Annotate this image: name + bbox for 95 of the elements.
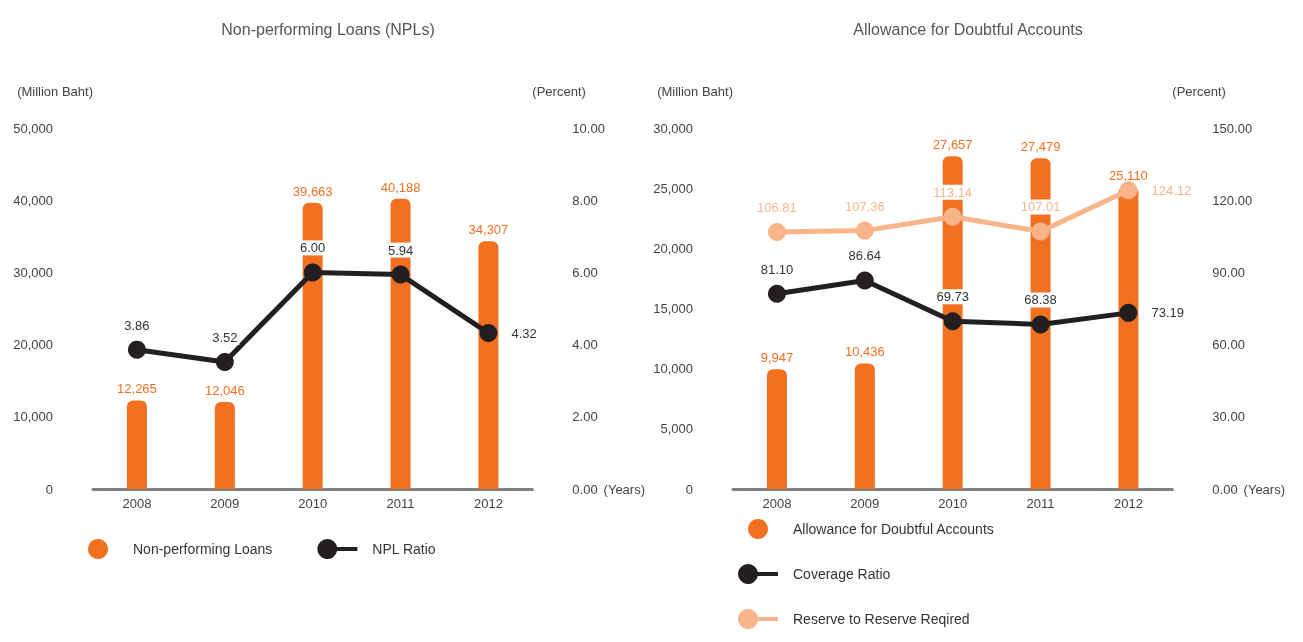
data-label: 3.86 (124, 317, 150, 333)
y2-tick-label: 10.00 (572, 120, 605, 136)
y2-tick-label: 30.00 (1212, 409, 1245, 425)
point (855, 271, 874, 290)
x-tick-label: 2009 (210, 496, 240, 511)
x-axis-title: (Years) (603, 481, 646, 497)
point (767, 284, 786, 303)
chart-title: Non-performing Loans (NPLs) (221, 20, 435, 38)
y-tick-label: 30,000 (13, 264, 53, 280)
data-label: 107.36 (844, 198, 885, 214)
data-label: 124.12 (1151, 182, 1192, 198)
bar (478, 241, 499, 489)
bar (766, 369, 787, 489)
bar (126, 400, 147, 489)
x-tick-label: 2008 (762, 496, 792, 511)
y-axis-title: (Million Baht) (657, 84, 733, 99)
y2-tick-label: 2.00 (572, 409, 598, 425)
data-label: 68.38 (1024, 292, 1057, 308)
data-label: 5.94 (387, 242, 414, 258)
x-tick-label: 2010 (298, 496, 328, 511)
data-label: 81.10 (760, 261, 794, 277)
data-label: 4.32 (511, 325, 537, 341)
y-tick-label: 20,000 (653, 240, 693, 256)
x-tick-label: 2012 (473, 496, 503, 511)
y-tick-label: 5,000 (660, 421, 693, 437)
point (767, 222, 786, 241)
y-tick-label: 15,000 (653, 301, 693, 316)
data-label: 3.52 (212, 329, 238, 345)
point (943, 207, 962, 226)
data-label: 9,947 (760, 350, 794, 366)
y2-tick-label: 0.00 (1212, 481, 1238, 497)
point (1031, 222, 1050, 241)
point (127, 340, 146, 359)
y-tick-label: 20,000 (13, 337, 53, 353)
x-tick-label: 2008 (122, 496, 152, 511)
chart-title: Allowance for Doubtful Accounts (853, 20, 1083, 38)
data-label: 27,479 (1020, 139, 1061, 155)
point (1031, 315, 1050, 334)
legend-label: Coverage Ratio (793, 566, 891, 582)
point (855, 221, 874, 240)
legend-label: NPL Ratio (372, 541, 436, 557)
data-label: 34,307 (468, 222, 509, 238)
y-tick-label: 10,000 (13, 409, 53, 425)
point (391, 265, 410, 284)
y2-tick-label: 90.00 (1212, 264, 1245, 280)
data-label: 113.14 (933, 184, 973, 200)
x-tick-label: 2011 (386, 496, 415, 511)
data-label: 107.01 (1020, 199, 1061, 215)
point (1119, 303, 1138, 322)
data-label: 40,188 (380, 179, 421, 195)
x-tick-label: 2009 (850, 496, 880, 511)
point (1119, 181, 1138, 200)
y2-tick-label: 6.00 (572, 264, 598, 280)
point (943, 312, 962, 331)
data-label: 6.00 (300, 240, 326, 256)
x-tick-label: 2010 (938, 496, 968, 511)
data-label: 69.73 (936, 289, 969, 305)
bar (302, 202, 323, 489)
data-label: 73.19 (1151, 305, 1184, 321)
y-axis-title: (Million Baht) (17, 84, 93, 99)
y-tick-label: 0 (685, 481, 693, 497)
x-tick-label: 2011 (1026, 496, 1055, 511)
y-tick-label: 40,000 (13, 192, 53, 208)
y2-tick-label: 0.00 (572, 481, 598, 497)
y2-tick-label: 150.00 (1212, 120, 1253, 136)
data-label: 10,436 (844, 344, 885, 360)
y2-tick-label: 4.00 (572, 337, 598, 353)
point (215, 352, 234, 371)
x-tick-label: 2012 (1113, 496, 1143, 511)
y2-tick-label: 8.00 (572, 192, 598, 208)
y-tick-label: 30,000 (653, 120, 693, 136)
y2-tick-label: 120.00 (1212, 192, 1253, 208)
bar (854, 363, 875, 489)
point (303, 263, 322, 282)
data-label: 86.64 (848, 248, 882, 264)
point (479, 324, 498, 343)
y-tick-label: 25,000 (653, 180, 693, 196)
y2-axis-title: (Percent) (532, 84, 586, 99)
legend-label: Non-performing Loans (133, 541, 273, 557)
x-axis-title: (Years) (1243, 481, 1286, 497)
bar (214, 402, 235, 489)
legend-label: Allowance for Doubtful Accounts (793, 521, 994, 537)
data-label: 39,663 (292, 183, 333, 199)
data-label: 25,110 (1109, 167, 1148, 183)
legend-label: Reserve to Reserve Reqired (793, 611, 970, 627)
data-label: 12,265 (117, 381, 157, 397)
y-tick-label: 50,000 (13, 120, 53, 136)
data-label: 12,046 (204, 383, 245, 399)
y-tick-label: 10,000 (653, 361, 693, 377)
y2-axis-title: (Percent) (1172, 84, 1226, 99)
bar (390, 198, 411, 489)
y-tick-label: 0 (45, 481, 53, 497)
data-label: 106.81 (757, 199, 797, 215)
data-label: 27,657 (932, 137, 973, 153)
y2-tick-label: 60.00 (1212, 337, 1245, 353)
